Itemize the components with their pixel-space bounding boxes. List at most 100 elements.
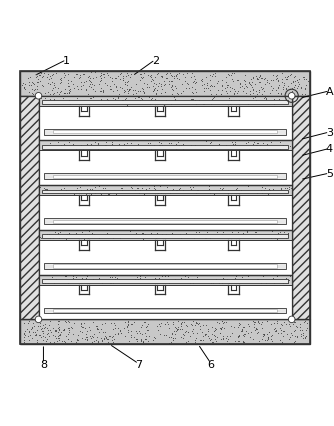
Point [116, 233, 122, 240]
Point [65, 336, 71, 343]
Point [169, 86, 175, 93]
Point [156, 83, 161, 90]
Point [185, 322, 190, 329]
Point [22, 86, 28, 93]
Point [253, 319, 258, 326]
Point [159, 142, 165, 149]
Point [281, 87, 286, 94]
Point [29, 91, 35, 98]
Point [80, 324, 86, 331]
Point [172, 83, 178, 90]
Point [78, 143, 84, 150]
Point [139, 331, 145, 338]
Point [86, 234, 91, 241]
Point [80, 71, 86, 78]
Point [33, 332, 39, 339]
Point [138, 96, 144, 103]
Point [257, 145, 262, 152]
Point [96, 141, 101, 147]
Point [110, 141, 115, 148]
Point [146, 320, 151, 327]
Point [296, 77, 302, 83]
Point [283, 101, 288, 107]
Point [254, 98, 259, 104]
Point [97, 232, 102, 239]
Point [253, 229, 258, 236]
Point [212, 327, 217, 334]
Point [223, 232, 229, 239]
Point [181, 331, 186, 338]
Point [190, 84, 195, 91]
Point [303, 326, 309, 333]
Point [105, 82, 110, 89]
Point [91, 337, 96, 344]
Point [82, 231, 88, 238]
Point [208, 280, 214, 287]
Point [266, 191, 271, 198]
Point [151, 143, 156, 150]
Point [271, 275, 276, 282]
Point [178, 235, 184, 242]
Point [84, 86, 89, 93]
Point [97, 233, 102, 240]
Point [94, 325, 100, 331]
Point [93, 139, 98, 146]
Point [142, 319, 147, 326]
Point [144, 324, 149, 331]
Point [235, 144, 240, 151]
Point [113, 191, 119, 198]
Point [153, 81, 159, 88]
Point [261, 332, 266, 339]
Point [85, 232, 90, 239]
Point [141, 278, 146, 285]
Point [125, 279, 131, 286]
Point [167, 280, 172, 287]
Point [164, 231, 169, 238]
Point [137, 187, 142, 194]
Point [231, 92, 237, 98]
Point [216, 141, 221, 147]
Point [56, 92, 61, 99]
Point [241, 188, 247, 195]
Point [37, 184, 43, 191]
Point [246, 147, 252, 153]
Point [108, 83, 113, 90]
Point [220, 324, 225, 331]
Point [197, 326, 202, 333]
Point [111, 236, 116, 242]
Point [279, 321, 284, 328]
Point [77, 184, 82, 190]
Point [146, 72, 151, 79]
Point [251, 319, 257, 326]
Point [80, 329, 85, 336]
Point [301, 319, 306, 325]
Point [97, 74, 103, 81]
Point [148, 140, 153, 147]
Point [276, 79, 281, 86]
Point [154, 87, 160, 94]
Point [79, 322, 84, 329]
Point [146, 327, 151, 334]
Point [70, 275, 76, 282]
Point [102, 74, 107, 81]
Point [68, 78, 73, 85]
Bar [20, 97, 38, 320]
Point [209, 73, 215, 80]
Point [224, 142, 229, 149]
Point [156, 142, 162, 149]
Point [198, 77, 204, 84]
Point [82, 336, 88, 343]
Point [252, 321, 257, 328]
Point [285, 330, 290, 337]
Point [288, 86, 293, 93]
Point [149, 95, 155, 102]
Point [193, 335, 199, 342]
Point [66, 325, 71, 331]
Point [178, 275, 184, 282]
Point [139, 279, 144, 285]
Point [159, 75, 164, 81]
Point [268, 187, 273, 194]
Point [274, 327, 279, 334]
Point [64, 273, 69, 280]
Point [98, 326, 104, 333]
